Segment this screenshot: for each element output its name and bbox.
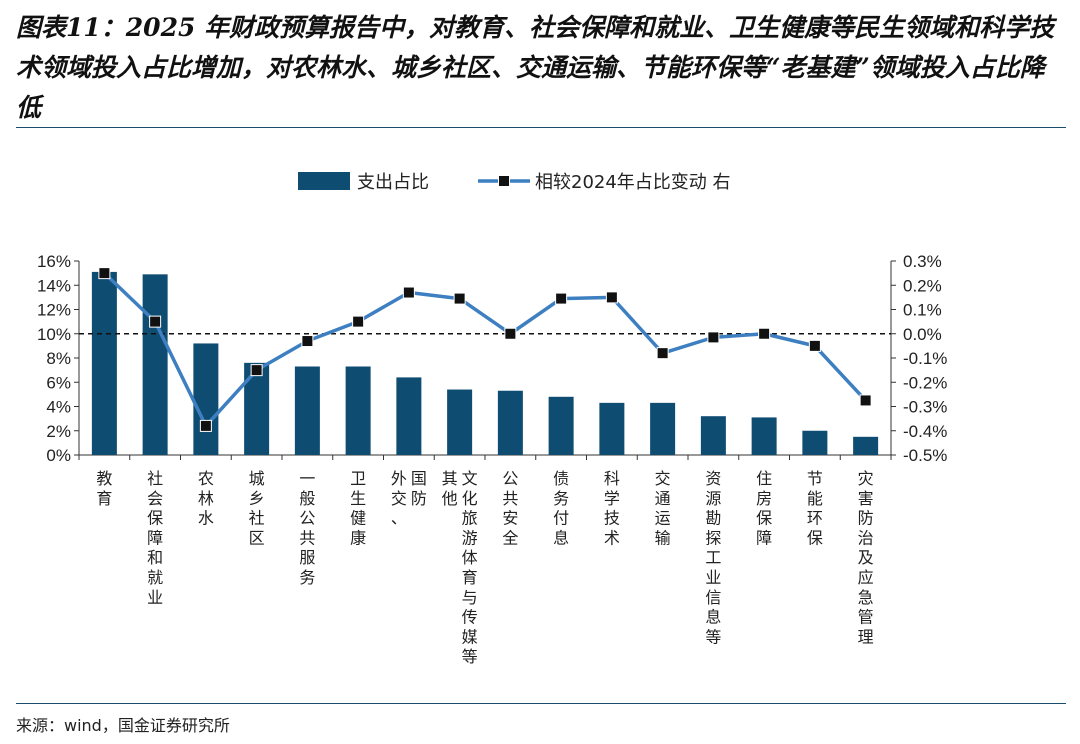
bar-2 (193, 343, 219, 455)
bar-8 (497, 390, 523, 455)
bar-15 (853, 436, 879, 455)
title-divider (16, 127, 1066, 128)
y-left-tick-label: 0% (46, 446, 71, 465)
line-path (103, 271, 867, 428)
category-label-text: 交通运输 (655, 469, 671, 547)
line-point-10 (605, 291, 618, 304)
y-right-tick-label: 0.2% (903, 276, 942, 295)
y-right-tick-label: 0.0% (903, 325, 942, 344)
category-label: 农林水 (198, 469, 214, 528)
bar-3 (244, 362, 270, 455)
category-label: 城乡社区 (249, 469, 265, 547)
bar-9 (548, 396, 574, 455)
y-right-tick-label: -0.3% (903, 398, 947, 417)
bar-4 (294, 366, 320, 455)
category-label-text: 卫生健康 (350, 469, 366, 547)
combo-chart: 支出占比 相较2024年占比变动 右 0% 2% 4% 6% 8% 10% 12% 14% 16%… (37, 172, 947, 666)
category-label-text: 科学技术 (604, 469, 620, 547)
legend-bar-label: 支出占比 (357, 172, 429, 193)
line-point-15 (859, 394, 872, 407)
category-label: 公共安全 (502, 469, 518, 547)
category-label: 灾害防治及应急管理 (858, 469, 874, 646)
category-label: 交通运输 (655, 469, 671, 547)
figure-title: 图表11：2025 年财政预算报告中，对教育、社会保障和就业、卫生健康等民生领域… (16, 13, 1055, 122)
bar-series (91, 271, 879, 455)
category-label: 住房保障 (756, 469, 772, 547)
bar-13 (751, 417, 777, 455)
y-right-tick-label: -0.4% (903, 422, 947, 441)
y-right-tick-label: -0.1% (903, 349, 947, 368)
bar-7 (447, 389, 473, 455)
line-point-0 (98, 267, 111, 280)
legend-line-marker (498, 175, 510, 187)
source-note: 来源：wind，国金证券研究所 (16, 716, 230, 735)
bar-6 (396, 377, 422, 455)
line-series (98, 267, 872, 432)
y-left-tick-label: 6% (46, 373, 71, 392)
line-point-9 (555, 292, 568, 305)
category-label-text: 公共安全 (502, 469, 518, 547)
y-left-tick-label: 10% (37, 325, 71, 344)
category-labels: 教育 社会保障和就业 农林水 城乡社区 一般公共服务 卫生健康 外交、国防其他文化旅游体育与… (96, 469, 873, 666)
category-label-text: 教育 (96, 469, 112, 508)
category-label: 外交、国防 (391, 469, 427, 528)
line-point-5 (352, 315, 365, 328)
line-point-11 (656, 347, 669, 360)
category-label-text: 住房保障 (756, 469, 772, 547)
category-label: 科学技术 (604, 469, 620, 547)
category-label: 教育 (96, 469, 112, 508)
bar-14 (802, 430, 828, 455)
chart-legend: 支出占比 相较2024年占比变动 右 (298, 172, 731, 193)
chart-axes: 0% 2% 4% 6% 8% 10% 12% 14% 16% -0.5% -0.4% -0.3% -0.… (37, 252, 947, 465)
category-label: 债务付息 (553, 469, 569, 547)
category-label: 资源勘探工业信息等 (705, 469, 721, 646)
line-point-12 (707, 331, 720, 344)
y-right-tick-label: -0.5% (903, 446, 947, 465)
category-label-text: 国防 (411, 469, 427, 508)
category-label-text: 城乡社区 (249, 469, 265, 547)
y-right-tick-label: 0.3% (903, 252, 942, 271)
y-right-tick-label: 0.1% (903, 301, 942, 320)
bar-5 (345, 366, 371, 455)
bar-11 (650, 402, 676, 455)
category-label-text: 其他 (442, 469, 458, 508)
y-left-tick-label: 16% (37, 252, 71, 271)
y-right-tick-label: -0.2% (903, 373, 947, 392)
category-label-text: 农林水 (198, 469, 214, 528)
category-label: 社会保障和就业 (147, 469, 163, 607)
category-label-text: 外交、 (391, 469, 407, 528)
category-label-text: 一般公共服务 (299, 469, 315, 587)
category-label: 节能环保 (807, 469, 823, 547)
footer-divider (16, 703, 1066, 704)
category-label-text: 灾害防治及应急管理 (858, 469, 874, 646)
line-point-13 (758, 327, 771, 340)
legend-bar-swatch (298, 172, 350, 190)
bar-1 (142, 274, 168, 455)
category-label-text: 资源勘探工业信息等 (705, 469, 721, 646)
category-label-text: 文化旅游体育与传媒等 (462, 469, 478, 666)
line-point-8 (504, 327, 517, 340)
bar-10 (599, 402, 625, 455)
y-left-tick-label: 8% (46, 349, 71, 368)
category-label-text: 社会保障和就业 (147, 469, 163, 607)
category-label: 一般公共服务 (299, 469, 315, 587)
y-left-tick-label: 14% (37, 276, 71, 295)
line-point-4 (301, 335, 314, 348)
category-label: 卫生健康 (350, 469, 366, 547)
category-label-text: 节能环保 (807, 469, 823, 547)
bar-12 (700, 416, 726, 455)
bar-0 (91, 271, 117, 455)
line-point-7 (453, 292, 466, 305)
y-left-tick-label: 4% (46, 398, 71, 417)
line-point-2 (199, 419, 212, 432)
line-point-6 (402, 286, 415, 299)
line-point-1 (149, 315, 162, 328)
y-left-tick-label: 2% (46, 422, 71, 441)
legend-line-label: 相较2024年占比变动 右 (535, 172, 731, 193)
line-point-14 (808, 339, 821, 352)
category-label-text: 债务付息 (553, 469, 569, 547)
line-point-3 (250, 364, 263, 377)
y-left-tick-label: 12% (37, 301, 71, 320)
